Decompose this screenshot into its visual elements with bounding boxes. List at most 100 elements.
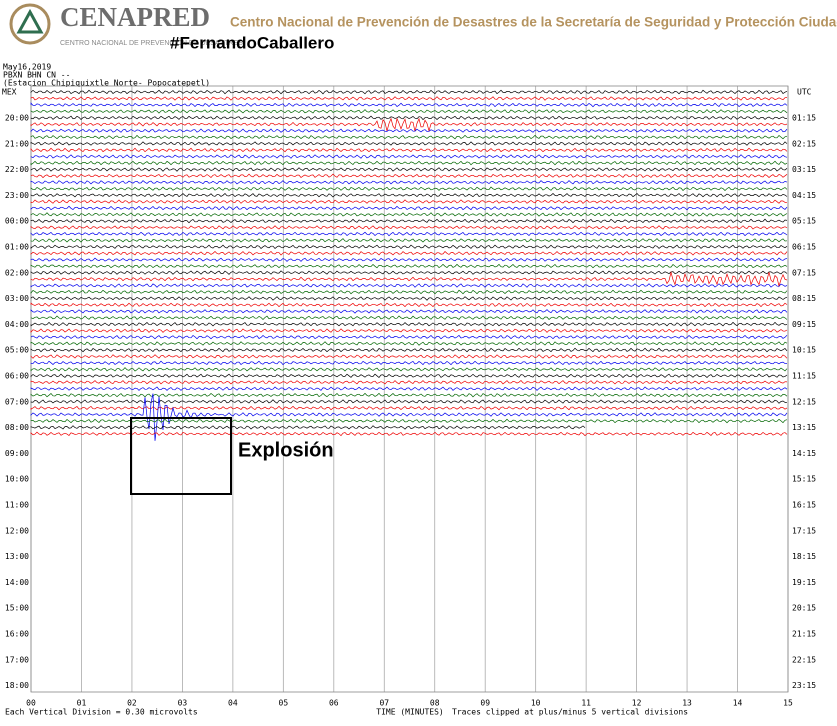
- trace: [30, 321, 788, 327]
- left-time-label: 17:00: [5, 655, 29, 664]
- left-time-label: 09:00: [5, 449, 29, 458]
- x-tick-label: 11: [581, 699, 591, 708]
- trace: [30, 418, 788, 424]
- right-time-label: 11:15: [792, 372, 816, 381]
- x-tick-label: 12: [632, 699, 642, 708]
- trace: [30, 218, 788, 224]
- trace: [30, 96, 788, 101]
- x-tick-label: 06: [329, 699, 339, 708]
- trace: [30, 250, 788, 256]
- left-time-label: 21:00: [5, 139, 29, 148]
- x-tick-label: 01: [77, 699, 87, 708]
- x-tick-label: 00: [26, 699, 36, 708]
- trace: [30, 431, 788, 437]
- trace: [30, 102, 788, 108]
- trace: [30, 238, 788, 243]
- trace: [30, 360, 788, 366]
- trace: [30, 128, 788, 133]
- trace: [30, 296, 788, 301]
- trace: [30, 115, 787, 121]
- trace: [30, 109, 788, 114]
- left-time-label: 18:00: [5, 681, 29, 690]
- trace: [30, 180, 788, 185]
- trace: [30, 393, 788, 441]
- left-time-label: 20:00: [5, 114, 29, 123]
- trace: [30, 212, 788, 217]
- left-time-label: 13:00: [5, 552, 29, 561]
- right-time-label: 01:15: [792, 114, 816, 123]
- left-zone: MEX: [2, 88, 17, 97]
- trace: [30, 283, 788, 288]
- x-tick-label: 15: [783, 699, 793, 708]
- trace: [30, 367, 788, 372]
- trace: [30, 380, 788, 385]
- right-zone: UTC: [797, 88, 812, 97]
- x-title: TIME (MINUTES): [376, 708, 443, 717]
- right-time-label: 13:15: [792, 423, 816, 432]
- trace: [30, 199, 788, 204]
- trace: [30, 392, 788, 398]
- highlight-box: [130, 417, 232, 495]
- right-time-label: 08:15: [792, 294, 816, 303]
- trace: [30, 154, 788, 159]
- right-time-label: 06:15: [792, 243, 816, 252]
- trace: [30, 117, 788, 133]
- left-time-label: 16:00: [5, 630, 29, 639]
- right-time-label: 05:15: [792, 217, 816, 226]
- x-tick-label: 08: [430, 699, 440, 708]
- trace: [30, 89, 788, 95]
- agency: Centro Nacional de Prevención de Desastr…: [230, 15, 837, 30]
- trace: [30, 257, 788, 262]
- trace: [30, 405, 788, 411]
- x-tick-label: 13: [682, 699, 692, 708]
- right-time-label: 14:15: [792, 449, 816, 458]
- trace: [30, 141, 788, 146]
- trace: [30, 173, 788, 179]
- right-time-label: 04:15: [792, 191, 816, 200]
- right-time-label: 12:15: [792, 397, 816, 406]
- left-time-label: 10:00: [5, 475, 29, 484]
- left-time-label: 11:00: [5, 501, 29, 510]
- right-time-label: 19:15: [792, 578, 816, 587]
- x-tick-label: 07: [379, 699, 389, 708]
- channel: PBXN BHN CN --: [3, 71, 70, 80]
- right-time-label: 09:15: [792, 320, 816, 329]
- left-time-label: 00:00: [5, 217, 29, 226]
- trace: [30, 147, 788, 153]
- station: (Estacion Chipiquixtle Norte- Popocatepe…: [3, 79, 210, 88]
- left-time-label: 12:00: [5, 526, 29, 535]
- x-tick-label: 04: [228, 699, 238, 708]
- trace: [30, 271, 788, 288]
- x-tick-label: 05: [279, 699, 289, 708]
- trace: [30, 167, 788, 172]
- date: May16,2019: [3, 63, 51, 72]
- trace: [30, 289, 788, 295]
- right-time-label: 03:15: [792, 165, 816, 174]
- left-time-label: 03:00: [5, 294, 29, 303]
- trace: [30, 263, 788, 269]
- trace: [30, 160, 788, 166]
- left-time-label: 14:00: [5, 578, 29, 587]
- right-time-label: 15:15: [792, 475, 816, 484]
- trace: [30, 386, 788, 391]
- footer-right: Traces clipped at plus/minus 5 vertical …: [452, 708, 688, 717]
- trace: [30, 328, 788, 334]
- left-time-label: 01:00: [5, 243, 29, 252]
- right-time-label: 10:15: [792, 346, 816, 355]
- left-time-label: 02:00: [5, 268, 29, 277]
- trace: [30, 347, 788, 353]
- x-tick-label: 09: [480, 699, 490, 708]
- left-time-label: 04:00: [5, 320, 29, 329]
- left-time-label: 15:00: [5, 604, 29, 613]
- right-time-label: 07:15: [792, 268, 816, 277]
- brand-sub: CENTRO NACIONAL DE PREVENCIÓN DE DESASTR…: [60, 38, 243, 47]
- trace: [30, 341, 788, 346]
- trace: [30, 193, 788, 198]
- trace: [30, 308, 788, 314]
- logo: [9, 3, 51, 45]
- x-tick-label: 02: [127, 699, 137, 708]
- x-tick-label: 10: [531, 699, 541, 708]
- trace: [30, 134, 788, 140]
